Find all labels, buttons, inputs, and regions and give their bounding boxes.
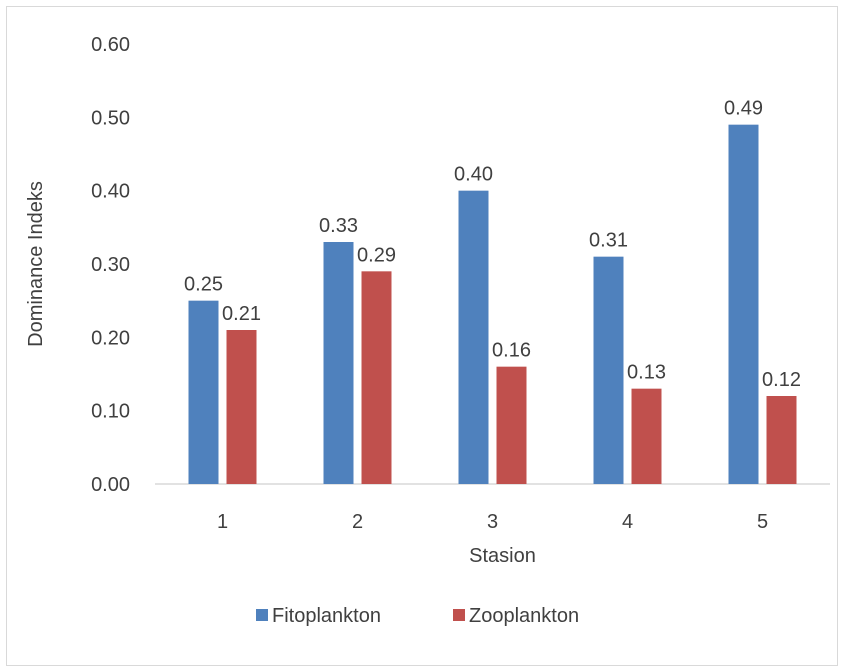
legend-swatch-fitoplankton (256, 609, 268, 621)
y-tick-label: 0.00 (91, 474, 130, 496)
data-label: 0.49 (724, 98, 763, 120)
legend-label-zooplankton: Zooplankton (469, 605, 579, 627)
x-tick-label: 1 (217, 511, 228, 533)
y-tick-label: 0.60 (91, 34, 130, 56)
y-tick-label: 0.20 (91, 327, 130, 349)
x-tick-label: 3 (487, 511, 498, 533)
x-tick-label: 5 (757, 511, 768, 533)
x-axis-title: Stasion (469, 545, 536, 567)
bar-fitoplankton-4 (593, 256, 624, 484)
bar-fitoplankton-3 (458, 190, 489, 484)
data-label: 0.25 (184, 274, 223, 296)
data-label: 0.29 (357, 244, 396, 266)
data-label: 0.13 (627, 362, 666, 384)
data-label: 0.12 (762, 369, 801, 391)
data-label: 0.40 (454, 164, 493, 186)
bar-zooplankton-2 (361, 271, 392, 484)
bar-fitoplankton-5 (728, 124, 759, 485)
bar-zooplankton-3 (496, 366, 527, 484)
data-label: 0.31 (589, 230, 628, 252)
x-tick-label: 4 (622, 511, 633, 533)
y-tick-label: 0.50 (91, 107, 130, 129)
bar-fitoplankton-1 (188, 300, 219, 484)
y-tick-label: 0.40 (91, 181, 130, 203)
bar-fitoplankton-2 (323, 242, 354, 484)
legend-label-fitoplankton: Fitoplankton (272, 605, 381, 627)
y-tick-label: 0.30 (91, 254, 130, 276)
bar-zooplankton-4 (631, 388, 662, 484)
data-label: 0.16 (492, 340, 531, 362)
bar-zooplankton-1 (226, 330, 257, 484)
legend-swatch-zooplankton (453, 609, 465, 621)
data-label: 0.21 (222, 303, 261, 325)
y-axis-title: Dominance Indeks (25, 181, 47, 347)
bar-zooplankton-5 (766, 396, 797, 484)
x-tick-label: 2 (352, 511, 363, 533)
data-label: 0.33 (319, 215, 358, 237)
y-tick-label: 0.10 (91, 401, 130, 423)
